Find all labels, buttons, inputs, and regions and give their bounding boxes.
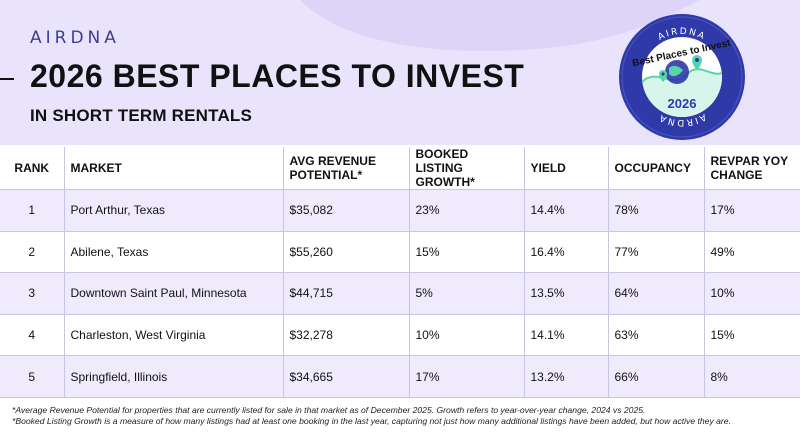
footnotes: *Average Revenue Potential for propertie… bbox=[12, 405, 792, 427]
cell-revenue: $35,082 bbox=[283, 189, 410, 232]
cell-revenue: $32,278 bbox=[283, 314, 410, 357]
cell-revpar: 8% bbox=[704, 355, 800, 398]
cell-market: Abilene, Texas bbox=[64, 231, 284, 274]
cell-revenue: $44,715 bbox=[283, 272, 410, 315]
badge-year: 2026 bbox=[668, 96, 697, 111]
table-row: 4 Charleston, West Virginia $32,278 10% … bbox=[0, 314, 800, 357]
rankings-table: RANK MARKET AVG REVENUE POTENTIAL* BOOKED… bbox=[0, 147, 800, 398]
cell-revpar: 10% bbox=[704, 272, 800, 315]
cell-rank: 3 bbox=[0, 272, 65, 315]
table-header-row: RANK MARKET AVG REVENUE POTENTIAL* BOOKED… bbox=[0, 147, 800, 190]
cell-occupancy: 77% bbox=[608, 231, 705, 274]
cell-growth: 10% bbox=[409, 314, 525, 357]
cell-yield: 13.5% bbox=[524, 272, 609, 315]
header-occupancy: OCCUPANCY bbox=[608, 147, 705, 190]
cell-revenue: $55,260 bbox=[283, 231, 410, 274]
header-revpar: REVPAR YOY CHANGE bbox=[704, 147, 800, 190]
header-market: MARKET bbox=[64, 147, 284, 190]
cell-revpar: 17% bbox=[704, 189, 800, 232]
cell-market: Downtown Saint Paul, Minnesota bbox=[64, 272, 284, 315]
cell-growth: 17% bbox=[409, 355, 525, 398]
footnote-revenue: *Average Revenue Potential for propertie… bbox=[12, 405, 646, 415]
table-row: 1 Port Arthur, Texas $35,082 23% 14.4% 7… bbox=[0, 189, 800, 232]
cell-market: Port Arthur, Texas bbox=[64, 189, 284, 232]
cell-revenue: $34,665 bbox=[283, 355, 410, 398]
cell-yield: 16.4% bbox=[524, 231, 609, 274]
cell-occupancy: 63% bbox=[608, 314, 705, 357]
cell-market: Springfield, Illinois bbox=[64, 355, 284, 398]
table-row: 3 Downtown Saint Paul, Minnesota $44,715… bbox=[0, 272, 800, 315]
table-row: 2 Abilene, Texas $55,260 15% 16.4% 77% 4… bbox=[0, 231, 800, 274]
title-rule bbox=[0, 78, 14, 80]
header-booked-growth: BOOKED LISTING GROWTH* bbox=[409, 147, 525, 190]
cell-revpar: 49% bbox=[704, 231, 800, 274]
cell-yield: 14.4% bbox=[524, 189, 609, 232]
header-avg-revenue: AVG REVENUE POTENTIAL* bbox=[283, 147, 410, 190]
header-wave-decoration bbox=[300, 0, 700, 51]
footnote-booked-growth: *Booked Listing Growth is a measure of h… bbox=[12, 416, 731, 426]
cell-rank: 1 bbox=[0, 189, 65, 232]
header-banner: AIRDNA 2026 BEST PLACES TO INVEST IN SHO… bbox=[0, 0, 800, 145]
cell-occupancy: 66% bbox=[608, 355, 705, 398]
airdna-logo: AIRDNA bbox=[30, 28, 120, 48]
table-row: 5 Springfield, Illinois $34,665 17% 13.2… bbox=[0, 355, 800, 398]
cell-growth: 5% bbox=[409, 272, 525, 315]
cell-rank: 2 bbox=[0, 231, 65, 274]
cell-yield: 14.1% bbox=[524, 314, 609, 357]
cell-rank: 4 bbox=[0, 314, 65, 357]
cell-rank: 5 bbox=[0, 355, 65, 398]
cell-market: Charleston, West Virginia bbox=[64, 314, 284, 357]
cell-revpar: 15% bbox=[704, 314, 800, 357]
best-places-badge-icon: AIRDNA AIRDNA Best Places to Invest 2026 bbox=[619, 14, 745, 140]
cell-growth: 23% bbox=[409, 189, 525, 232]
cell-growth: 15% bbox=[409, 231, 525, 274]
page-title: 2026 BEST PLACES TO INVEST bbox=[30, 58, 525, 94]
cell-occupancy: 64% bbox=[608, 272, 705, 315]
header-rank: RANK bbox=[0, 147, 65, 190]
cell-occupancy: 78% bbox=[608, 189, 705, 232]
header-yield: YIELD bbox=[524, 147, 609, 190]
map-pin-icon bbox=[659, 55, 702, 82]
page-subtitle: IN SHORT TERM RENTALS bbox=[30, 106, 253, 125]
cell-yield: 13.2% bbox=[524, 355, 609, 398]
